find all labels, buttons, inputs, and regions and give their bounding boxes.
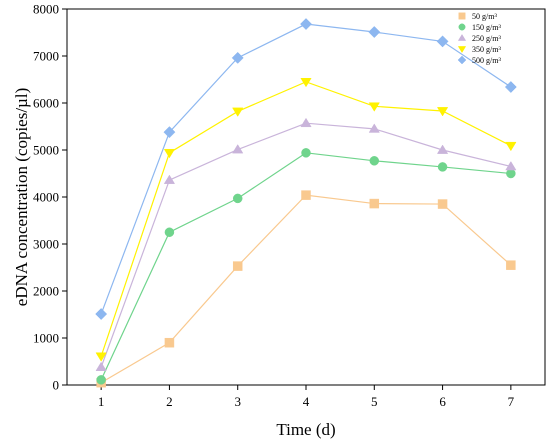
- data-point: [504, 81, 517, 93]
- data-point: [436, 144, 449, 154]
- data-point: [232, 107, 244, 117]
- y-tick-label: 4000: [33, 190, 59, 205]
- data-point: [300, 117, 312, 128]
- x-tick-label: 2: [166, 394, 173, 409]
- legend-marker: [458, 12, 466, 20]
- legend-marker: [457, 55, 467, 65]
- y-tick-label: 1000: [33, 331, 59, 346]
- series-line: [100, 194, 512, 384]
- data-point: [301, 190, 311, 200]
- data-point: [506, 168, 516, 179]
- data-point: [506, 260, 516, 270]
- legend-label: 150 g/m³: [472, 23, 501, 32]
- data-point: [300, 18, 312, 31]
- series-group: [95, 18, 517, 388]
- data-point: [368, 26, 381, 39]
- legend-label: 50 g/m³: [472, 12, 497, 21]
- data-point: [369, 156, 380, 166]
- y-tick-label: 5000: [33, 143, 59, 158]
- x-tick-label: 6: [439, 394, 446, 409]
- x-tick-label: 1: [98, 394, 105, 409]
- series-3: [95, 117, 517, 371]
- data-point: [96, 375, 106, 385]
- series-5: [95, 18, 517, 321]
- data-point: [163, 148, 176, 159]
- data-point: [301, 148, 311, 158]
- data-point: [95, 361, 107, 371]
- data-point: [232, 144, 244, 154]
- y-tick-label: 6000: [33, 96, 59, 111]
- data-point: [163, 126, 176, 139]
- y-tick-label: 0: [53, 378, 60, 393]
- axes: 1 2 3 4 5 6 7 0 1000 2000 3000 4000 5000 6000 7000 8000: [33, 2, 546, 409]
- series-4: [95, 78, 517, 362]
- data-point: [163, 174, 176, 184]
- data-point: [232, 261, 243, 271]
- data-point: [164, 337, 175, 348]
- y-tick-label: 2000: [33, 284, 59, 299]
- legend-label: 500 g/m³: [472, 56, 501, 65]
- x-tick-label: 5: [371, 394, 378, 409]
- y-axis-title: eDNA concentration (copies/µl): [12, 88, 31, 306]
- series-line: [100, 23, 512, 315]
- series-line: [100, 152, 511, 381]
- legend: 50 g/m³ 150 g/m³ 250 g/m³ 350 g/m³ 500 g/m³: [457, 12, 501, 65]
- data-point: [231, 51, 244, 64]
- x-tick-label: 4: [303, 394, 310, 409]
- data-point: [505, 141, 517, 152]
- data-point: [437, 199, 448, 209]
- legend-label: 250 g/m³: [472, 34, 501, 43]
- series-line: [100, 122, 511, 368]
- data-point: [437, 162, 448, 172]
- x-tick-label: 3: [234, 394, 241, 409]
- x-tick-label: 7: [508, 394, 515, 409]
- data-point: [300, 78, 312, 88]
- data-point: [368, 102, 380, 112]
- x-axis-title: Time (d): [276, 420, 335, 439]
- series-2: [96, 148, 516, 385]
- data-point: [232, 193, 243, 204]
- data-point: [505, 161, 517, 171]
- legend-marker: [457, 46, 467, 54]
- y-tick-label: 8000: [33, 2, 59, 17]
- data-point: [436, 35, 449, 48]
- y-tick-label: 3000: [33, 237, 59, 252]
- y-tick-label: 7000: [33, 49, 59, 64]
- legend-marker: [458, 23, 466, 31]
- data-point: [368, 123, 380, 133]
- data-point: [95, 352, 107, 362]
- data-point: [95, 308, 108, 321]
- data-point: [369, 198, 380, 209]
- data-point: [164, 227, 175, 237]
- series-1: [96, 190, 516, 388]
- legend-marker: [457, 33, 467, 41]
- legend-label: 350 g/m³: [472, 45, 501, 54]
- data-point: [436, 107, 449, 117]
